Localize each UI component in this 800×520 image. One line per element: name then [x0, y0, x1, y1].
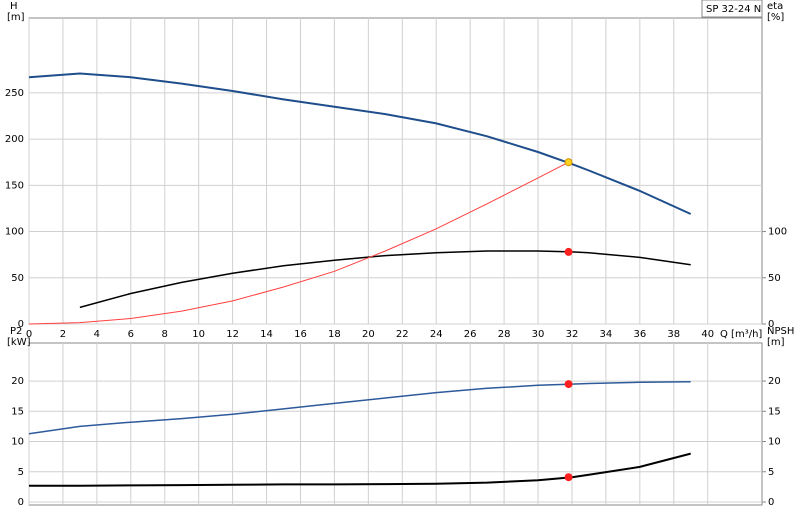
y2-tick-label: 0 — [768, 319, 774, 330]
duty-point — [564, 380, 573, 389]
y2-tick-label: 20 — [768, 376, 781, 387]
y2-tick-label: 10 — [768, 437, 781, 448]
x-tick-label: 10 — [192, 329, 205, 340]
curve — [29, 452, 691, 487]
x-tick-label: 36 — [633, 329, 646, 340]
y-tick-label: 0 — [18, 497, 24, 508]
y-tick-label: 10 — [11, 437, 24, 448]
y-tick-label: 150 — [5, 180, 24, 191]
y-tick-label: 0 — [18, 319, 24, 330]
x-tick-label: 34 — [600, 329, 613, 340]
x-tick-label: 30 — [532, 329, 545, 340]
y-tick-label: 100 — [5, 227, 24, 238]
y-axis-unit: [kW] — [7, 337, 31, 348]
y2-axis-label: NPSH — [767, 326, 794, 337]
y2-axis-unit: [%] — [767, 12, 784, 23]
x-tick-label: 16 — [294, 329, 307, 340]
duty-point — [564, 247, 573, 256]
curve — [28, 72, 692, 215]
x-tick-label: 28 — [498, 329, 511, 340]
x-tick-label: 40 — [701, 329, 714, 340]
y2-tick-label: 50 — [768, 273, 781, 284]
y2-tick-label: 0 — [768, 497, 774, 508]
y-tick-label: 250 — [5, 88, 24, 99]
x-tick-label: 18 — [328, 329, 341, 340]
y-tick-label: 5 — [18, 467, 24, 478]
y-axis-label: P2 — [10, 326, 22, 337]
plot-area — [28, 342, 763, 506]
x-tick-label: 32 — [566, 329, 579, 340]
x-tick-label: 38 — [667, 329, 680, 340]
x-tick-label: 14 — [260, 329, 273, 340]
y2-axis-unit: [m] — [767, 337, 785, 348]
x-tick-label: 12 — [226, 329, 239, 340]
y2-tick-label: 100 — [768, 227, 787, 238]
chart-title: SP 32-24 N — [706, 4, 761, 15]
y-axis-label: H — [10, 1, 18, 12]
curve — [79, 250, 691, 309]
y2-axis-label: eta — [767, 1, 783, 12]
curve — [28, 161, 569, 325]
x-tick-label: 8 — [162, 329, 168, 340]
y-tick-label: 200 — [5, 134, 24, 145]
y-tick-label: 20 — [11, 376, 24, 387]
x-tick-label: 2 — [60, 329, 66, 340]
x-tick-label: 0 — [26, 329, 32, 340]
y-axis-unit: [m] — [7, 12, 25, 23]
x-tick-label: 24 — [430, 329, 443, 340]
x-tick-label: 4 — [94, 329, 100, 340]
x-tick-label: 22 — [396, 329, 409, 340]
x-tick-label: 6 — [128, 329, 134, 340]
x-tick-label: 20 — [362, 329, 375, 340]
duty-point — [564, 473, 573, 482]
x-axis-label: Q [m³/h] — [720, 329, 762, 340]
y2-tick-label: 15 — [768, 406, 781, 417]
x-tick-label: 26 — [464, 329, 477, 340]
y-tick-label: 15 — [11, 406, 24, 417]
duty-point — [564, 158, 573, 167]
y2-tick-label: 5 — [768, 467, 774, 478]
curve — [28, 380, 691, 435]
title-box — [701, 0, 763, 18]
y-tick-label: 50 — [11, 273, 24, 284]
